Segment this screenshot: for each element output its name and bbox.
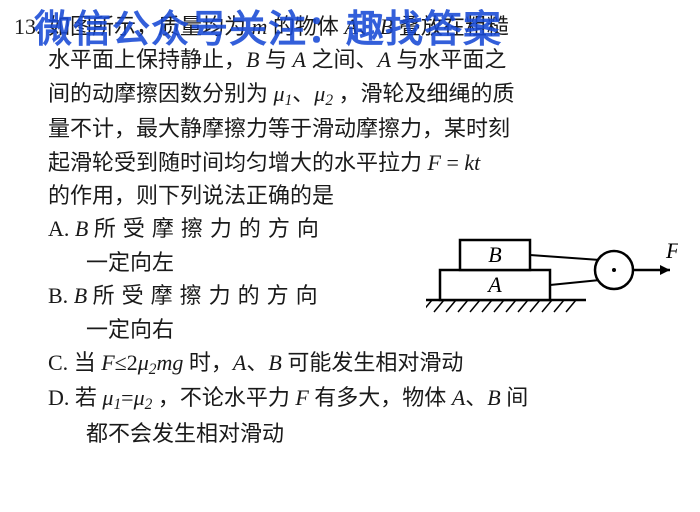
stem-text: 水平面上保持静止，: [48, 47, 246, 72]
option-D: D. 若 μ1=μ2 ，不论水平力 F 有多大，物体 A、B 间 都不会发生相对…: [48, 381, 676, 450]
question-stem: 如图所示，质量均为 m 的物体 A、B 叠放在粗糙 水平面上保持静止，B 与 A…: [48, 10, 676, 212]
var-mu2: μ2: [134, 385, 153, 410]
sep: 、: [246, 350, 268, 375]
var-B: B: [74, 283, 87, 308]
option-text: 若: [75, 385, 97, 410]
physics-diagram: A B F: [426, 218, 678, 326]
option-text: 当: [74, 350, 96, 375]
var-B: B: [246, 47, 259, 72]
stem-text: ，滑轮及细绳的质: [339, 81, 515, 106]
option-C: C. 当 F≤2μ2mg 时，A、B 可能发生相对滑动: [48, 346, 676, 381]
stem-text: 起滑轮受到随时间均匀增大的水平拉力: [48, 150, 422, 175]
option-text: 可能发生相对滑动: [287, 350, 463, 375]
var-B: B: [487, 385, 500, 410]
option-label: D.: [48, 385, 75, 410]
option-label: C.: [48, 350, 74, 375]
var-A: A: [233, 350, 246, 375]
sep: 、: [358, 14, 380, 39]
option-text: 都不会发生相对滑动: [86, 417, 676, 450]
question-number: 13.: [14, 10, 48, 43]
var-m: m: [252, 14, 268, 39]
stem-text: 的物体: [273, 14, 339, 39]
var-A: A: [292, 47, 305, 72]
stem-text: 与水平面之: [396, 47, 506, 72]
option-text: 所受摩擦力的方向: [94, 216, 326, 241]
var-mu1: μ1: [274, 81, 293, 106]
var-B: B: [268, 350, 281, 375]
var-g: g: [172, 350, 183, 375]
diagram-label-F: F: [665, 238, 678, 263]
var-F: F: [295, 385, 308, 410]
stem-text: 的作用，则下列说法正确的是: [48, 183, 334, 208]
option-label: A.: [48, 216, 75, 241]
var-kt: kt: [464, 150, 480, 175]
stem-text: 量不计，最大静摩擦力等于滑动摩擦力，某时刻: [48, 116, 510, 141]
diagram-label-B: B: [488, 242, 501, 267]
stem-text: 叠放在粗糙: [399, 14, 509, 39]
var-F: F: [428, 150, 441, 175]
stem-text: 如图所示，质量均为: [48, 14, 246, 39]
var-m: m: [156, 350, 172, 375]
var-B: B: [75, 216, 88, 241]
eq: =: [441, 150, 464, 175]
diagram-label-A: A: [486, 272, 502, 297]
sep: 、: [465, 385, 487, 410]
var-mu2: μ2: [138, 350, 157, 375]
option-text: ，不论水平力: [158, 385, 290, 410]
option-label: B.: [48, 283, 74, 308]
var-mu2: μ2: [314, 81, 333, 106]
stem-text: 间的动摩擦因数分别为: [48, 81, 268, 106]
expr-F: F: [101, 350, 114, 375]
option-text: 所受摩擦力的方向: [93, 283, 325, 308]
sep: 、: [292, 81, 314, 106]
var-B: B: [380, 14, 393, 39]
stem-text: 与: [265, 47, 287, 72]
var-mu1: μ1: [102, 385, 121, 410]
stem-text: 之间、: [311, 47, 377, 72]
le: ≤: [115, 350, 127, 375]
var-A: A: [377, 47, 390, 72]
var-A: A: [344, 14, 357, 39]
option-text: 间: [506, 385, 528, 410]
option-text: 时，: [189, 350, 233, 375]
var-A: A: [452, 385, 465, 410]
option-text: 有多大，物体: [314, 385, 446, 410]
